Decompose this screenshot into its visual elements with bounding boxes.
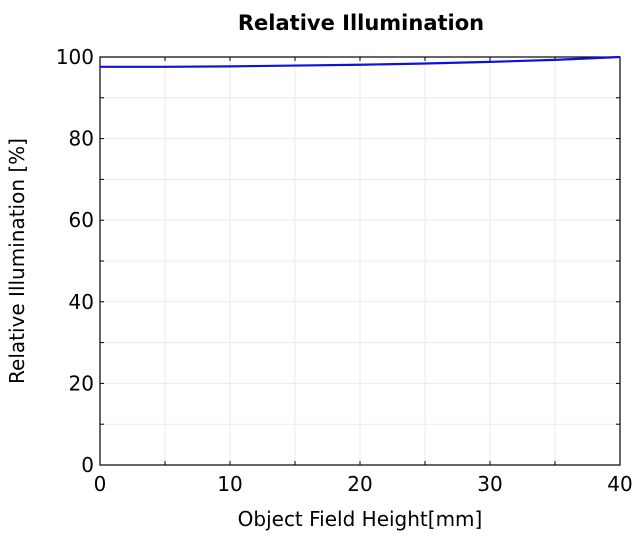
grid (99, 56, 621, 466)
y-tick-label: 20 (69, 371, 94, 395)
y-tick-label: 60 (69, 208, 94, 232)
y-tick-label: 0 (81, 453, 94, 477)
x-tick-label: 0 (94, 472, 107, 496)
axis-ticks: 0 10 20 30 40 0 20 40 60 80 100 (56, 45, 633, 496)
x-tick-label: 30 (477, 472, 502, 496)
x-axis-label: Object Field Height[mm] (238, 507, 483, 531)
series-line (100, 55, 621, 68)
series-group (100, 55, 621, 68)
y-tick-label: 80 (69, 127, 94, 151)
y-tick-label: 100 (56, 45, 94, 69)
chart-title: Relative Illumination (238, 11, 484, 35)
x-tick-label: 40 (607, 472, 632, 496)
y-axis-label: Relative Illumination [%] (5, 138, 29, 384)
x-tick-label: 20 (347, 472, 372, 496)
y-tick-label: 40 (69, 290, 94, 314)
x-tick-label: 10 (217, 472, 242, 496)
